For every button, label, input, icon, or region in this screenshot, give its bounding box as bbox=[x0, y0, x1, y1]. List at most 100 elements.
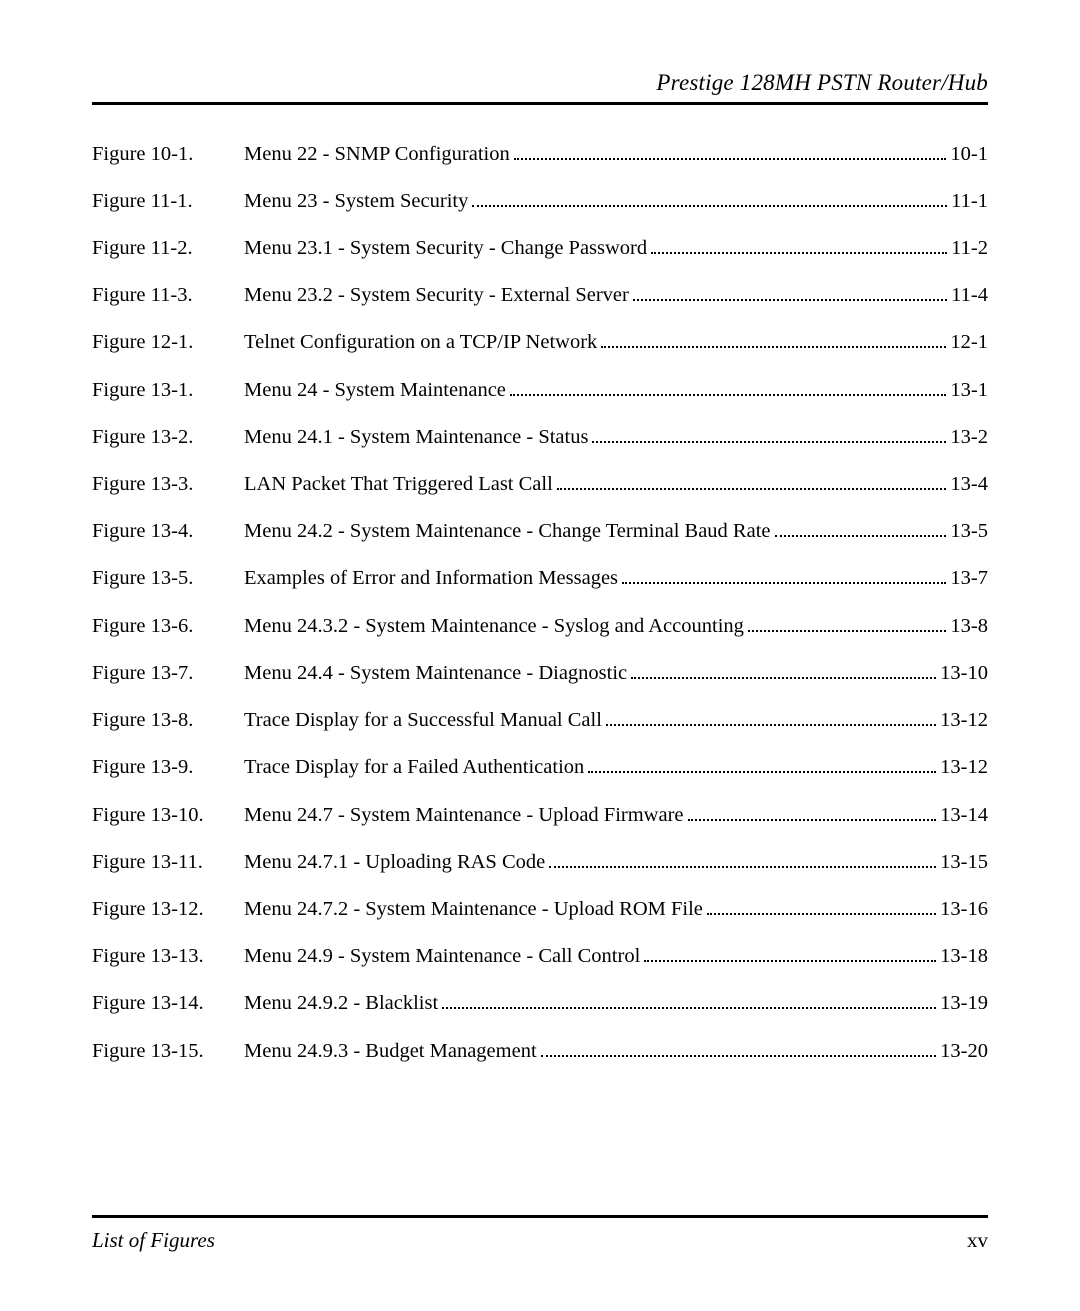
toc-entry-title: Menu 24.7 - System Maintenance - Upload … bbox=[244, 801, 684, 831]
toc-row: Figure 10-1.Menu 22 - SNMP Configuration… bbox=[92, 139, 988, 169]
toc-leader-dots bbox=[688, 800, 937, 821]
toc-entry-title: Menu 23.2 - System Security - External S… bbox=[244, 281, 629, 311]
toc-page-number: 13-14 bbox=[940, 801, 988, 831]
list-of-figures: Figure 10-1.Menu 22 - SNMP Configuration… bbox=[92, 139, 988, 1066]
toc-row: Figure 13-4.Menu 24.2 - System Maintenan… bbox=[92, 517, 988, 547]
toc-entry-title: Menu 24.9.2 - Blacklist bbox=[244, 989, 438, 1019]
toc-page-number: 12-1 bbox=[950, 328, 988, 358]
toc-page-number: 13-10 bbox=[940, 659, 988, 689]
toc-figure-label: Figure 13-13. bbox=[92, 942, 244, 972]
toc-leader-dots bbox=[541, 1036, 937, 1057]
toc-figure-label: Figure 13-5. bbox=[92, 564, 244, 594]
page-footer: List of Figures xv bbox=[92, 1215, 988, 1253]
toc-figure-label: Figure 13-11. bbox=[92, 848, 244, 878]
toc-row: Figure 13-1.Menu 24 - System Maintenance… bbox=[92, 375, 988, 405]
footer-page-number: xv bbox=[967, 1228, 988, 1253]
toc-page-number: 13-16 bbox=[940, 895, 988, 925]
toc-figure-label: Figure 13-2. bbox=[92, 423, 244, 453]
toc-row: Figure 13-3.LAN Packet That Triggered La… bbox=[92, 470, 988, 500]
toc-leader-dots bbox=[442, 989, 936, 1010]
toc-row: Figure 13-9.Trace Display for a Failed A… bbox=[92, 753, 988, 783]
toc-figure-label: Figure 13-1. bbox=[92, 376, 244, 406]
toc-page-number: 11-4 bbox=[951, 281, 988, 311]
toc-row: Figure 11-1.Menu 23 - System Security11-… bbox=[92, 186, 988, 216]
toc-page-number: 13-12 bbox=[940, 753, 988, 783]
toc-row: Figure 13-11.Menu 24.7.1 - Uploading RAS… bbox=[92, 847, 988, 877]
toc-entry-title: Menu 24.7.1 - Uploading RAS Code bbox=[244, 848, 545, 878]
toc-entry-title: Menu 24.4 - System Maintenance - Diagnos… bbox=[244, 659, 627, 689]
toc-page-number: 11-2 bbox=[951, 234, 988, 264]
toc-page-number: 10-1 bbox=[950, 140, 988, 170]
toc-figure-label: Figure 10-1. bbox=[92, 140, 244, 170]
header-title: Prestige 128MH PSTN Router/Hub bbox=[92, 70, 988, 96]
toc-figure-label: Figure 13-10. bbox=[92, 801, 244, 831]
toc-page-number: 13-12 bbox=[940, 706, 988, 736]
toc-leader-dots bbox=[549, 847, 936, 868]
toc-page-number: 13-5 bbox=[950, 517, 988, 547]
toc-leader-dots bbox=[606, 706, 936, 727]
toc-entry-title: Menu 22 - SNMP Configuration bbox=[244, 140, 510, 170]
toc-entry-title: Menu 24.2 - System Maintenance - Change … bbox=[244, 517, 771, 547]
toc-figure-label: Figure 13-8. bbox=[92, 706, 244, 736]
toc-row: Figure 13-5.Examples of Error and Inform… bbox=[92, 564, 988, 594]
toc-page-number: 13-1 bbox=[950, 376, 988, 406]
toc-leader-dots bbox=[651, 233, 947, 254]
toc-row: Figure 12-1.Telnet Configuration on a TC… bbox=[92, 328, 988, 358]
footer-rule bbox=[92, 1215, 988, 1218]
toc-leader-dots bbox=[644, 942, 936, 963]
toc-page-number: 11-1 bbox=[951, 187, 988, 217]
toc-row: Figure 13-8.Trace Display for a Successf… bbox=[92, 706, 988, 736]
toc-row: Figure 13-14.Menu 24.9.2 - Blacklist13-1… bbox=[92, 989, 988, 1019]
footer-left-text: List of Figures bbox=[92, 1228, 215, 1253]
toc-leader-dots bbox=[588, 753, 936, 774]
toc-figure-label: Figure 12-1. bbox=[92, 328, 244, 358]
toc-leader-dots bbox=[775, 517, 947, 538]
toc-page-number: 13-8 bbox=[950, 612, 988, 642]
toc-leader-dots bbox=[472, 186, 947, 207]
toc-figure-label: Figure 11-2. bbox=[92, 234, 244, 264]
toc-entry-title: Menu 23.1 - System Security - Change Pas… bbox=[244, 234, 647, 264]
toc-leader-dots bbox=[631, 658, 936, 679]
page-header: Prestige 128MH PSTN Router/Hub bbox=[92, 70, 988, 105]
toc-figure-label: Figure 11-3. bbox=[92, 281, 244, 311]
toc-figure-label: Figure 13-15. bbox=[92, 1037, 244, 1067]
toc-entry-title: Trace Display for a Failed Authenticatio… bbox=[244, 753, 584, 783]
toc-row: Figure 11-2.Menu 23.1 - System Security … bbox=[92, 233, 988, 263]
toc-page-number: 13-15 bbox=[940, 848, 988, 878]
toc-row: Figure 13-7.Menu 24.4 - System Maintenan… bbox=[92, 658, 988, 688]
toc-entry-title: Menu 24.1 - System Maintenance - Status bbox=[244, 423, 588, 453]
toc-entry-title: Menu 24.9.3 - Budget Management bbox=[244, 1037, 537, 1067]
toc-leader-dots bbox=[748, 611, 947, 632]
toc-entry-title: Examples of Error and Information Messag… bbox=[244, 564, 618, 594]
toc-leader-dots bbox=[633, 281, 947, 302]
toc-entry-title: LAN Packet That Triggered Last Call bbox=[244, 470, 553, 500]
toc-row: Figure 13-13.Menu 24.9 - System Maintena… bbox=[92, 942, 988, 972]
toc-figure-label: Figure 13-12. bbox=[92, 895, 244, 925]
toc-leader-dots bbox=[592, 422, 946, 443]
toc-figure-label: Figure 13-3. bbox=[92, 470, 244, 500]
toc-entry-title: Telnet Configuration on a TCP/IP Network bbox=[244, 328, 597, 358]
toc-page-number: 13-4 bbox=[950, 470, 988, 500]
toc-figure-label: Figure 13-14. bbox=[92, 989, 244, 1019]
footer-line: List of Figures xv bbox=[92, 1228, 988, 1253]
toc-row: Figure 13-2.Menu 24.1 - System Maintenan… bbox=[92, 422, 988, 452]
toc-page-number: 13-7 bbox=[950, 564, 988, 594]
toc-figure-label: Figure 13-6. bbox=[92, 612, 244, 642]
toc-entry-title: Menu 24.3.2 - System Maintenance - Syslo… bbox=[244, 612, 744, 642]
toc-figure-label: Figure 13-7. bbox=[92, 659, 244, 689]
toc-row: Figure 13-6.Menu 24.3.2 - System Mainten… bbox=[92, 611, 988, 641]
toc-leader-dots bbox=[601, 328, 946, 349]
toc-leader-dots bbox=[622, 564, 946, 585]
toc-entry-title: Menu 24 - System Maintenance bbox=[244, 376, 506, 406]
toc-figure-label: Figure 13-9. bbox=[92, 753, 244, 783]
toc-row: Figure 13-10.Menu 24.7 - System Maintena… bbox=[92, 800, 988, 830]
toc-row: Figure 11-3.Menu 23.2 - System Security … bbox=[92, 281, 988, 311]
toc-page-number: 13-18 bbox=[940, 942, 988, 972]
toc-entry-title: Menu 24.7.2 - System Maintenance - Uploa… bbox=[244, 895, 703, 925]
toc-entry-title: Menu 24.9 - System Maintenance - Call Co… bbox=[244, 942, 640, 972]
toc-row: Figure 13-12.Menu 24.7.2 - System Mainte… bbox=[92, 895, 988, 925]
toc-page-number: 13-20 bbox=[940, 1037, 988, 1067]
toc-figure-label: Figure 13-4. bbox=[92, 517, 244, 547]
toc-entry-title: Trace Display for a Successful Manual Ca… bbox=[244, 706, 602, 736]
toc-leader-dots bbox=[707, 895, 936, 916]
